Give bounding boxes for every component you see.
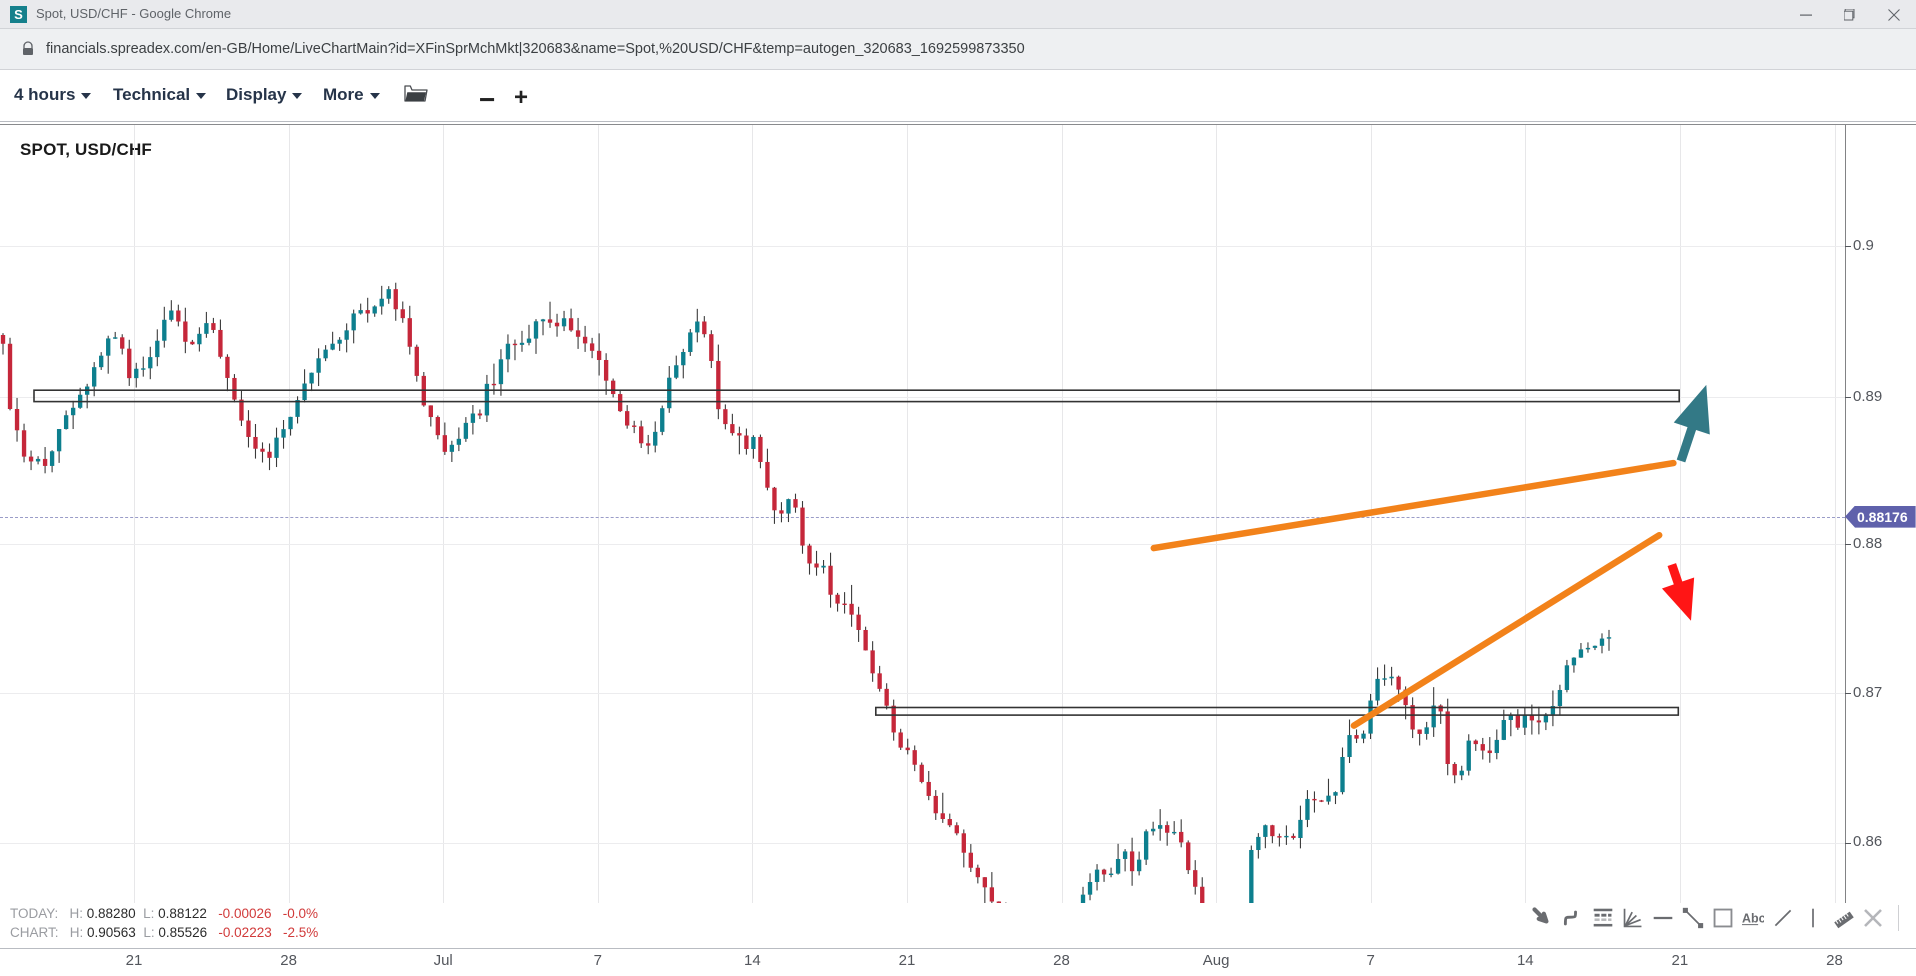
svg-text:Abc: Abc (1742, 911, 1764, 925)
